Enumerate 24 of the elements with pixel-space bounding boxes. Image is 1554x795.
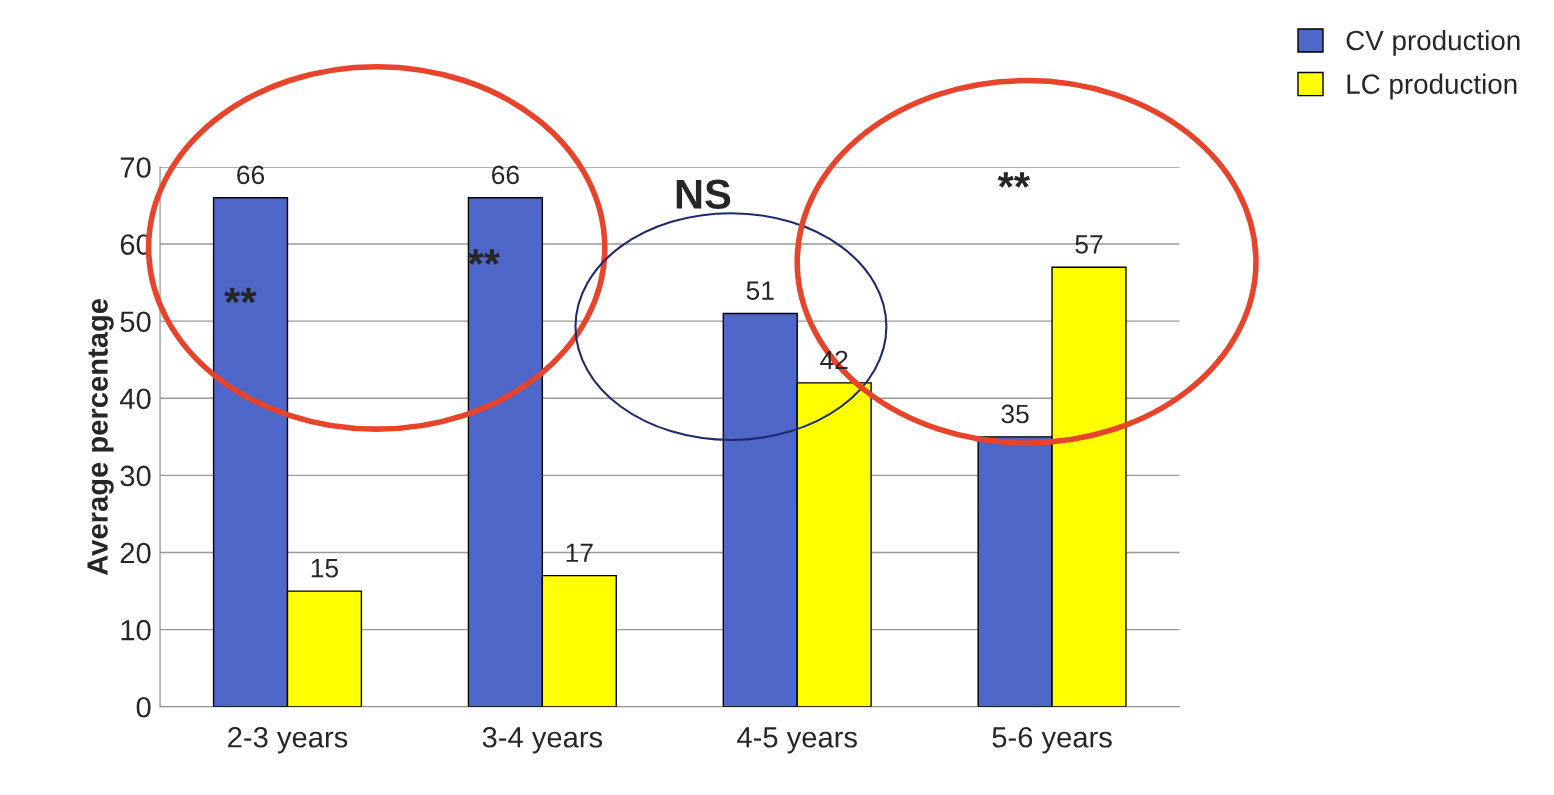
y-tick-label: 10 (121, 619, 151, 641)
data-label: 51 (746, 281, 774, 300)
y-tick-label: 30 (120, 465, 151, 487)
y-axis-title: Average percentage (87, 298, 114, 575)
y-tick-label: 50 (120, 311, 151, 333)
annotation: ** (224, 287, 257, 304)
data-label: 35 (1001, 404, 1029, 424)
data-label: 15 (311, 559, 339, 578)
x-tick-label: 3-4 years (482, 726, 603, 754)
annotation: NS (676, 179, 731, 209)
data-label: 57 (1075, 235, 1103, 254)
data-label: 17 (566, 543, 593, 562)
legend-label: CV production (1346, 29, 1520, 56)
x-tick-label: 4-5 years (737, 727, 857, 754)
x-tick-label: 2-3 years (228, 726, 348, 754)
data-label: 66 (492, 165, 519, 185)
y-tick-label: 0 (136, 696, 151, 718)
x-tick-label: 5-6 years (992, 726, 1112, 754)
data-label: 66 (237, 165, 265, 185)
y-tick-label: 20 (120, 542, 151, 564)
annotation: ** (997, 172, 1030, 188)
legend-label: LC production (1347, 73, 1517, 100)
y-tick-label: 70 (120, 157, 151, 178)
y-tick-label: 40 (119, 388, 151, 410)
